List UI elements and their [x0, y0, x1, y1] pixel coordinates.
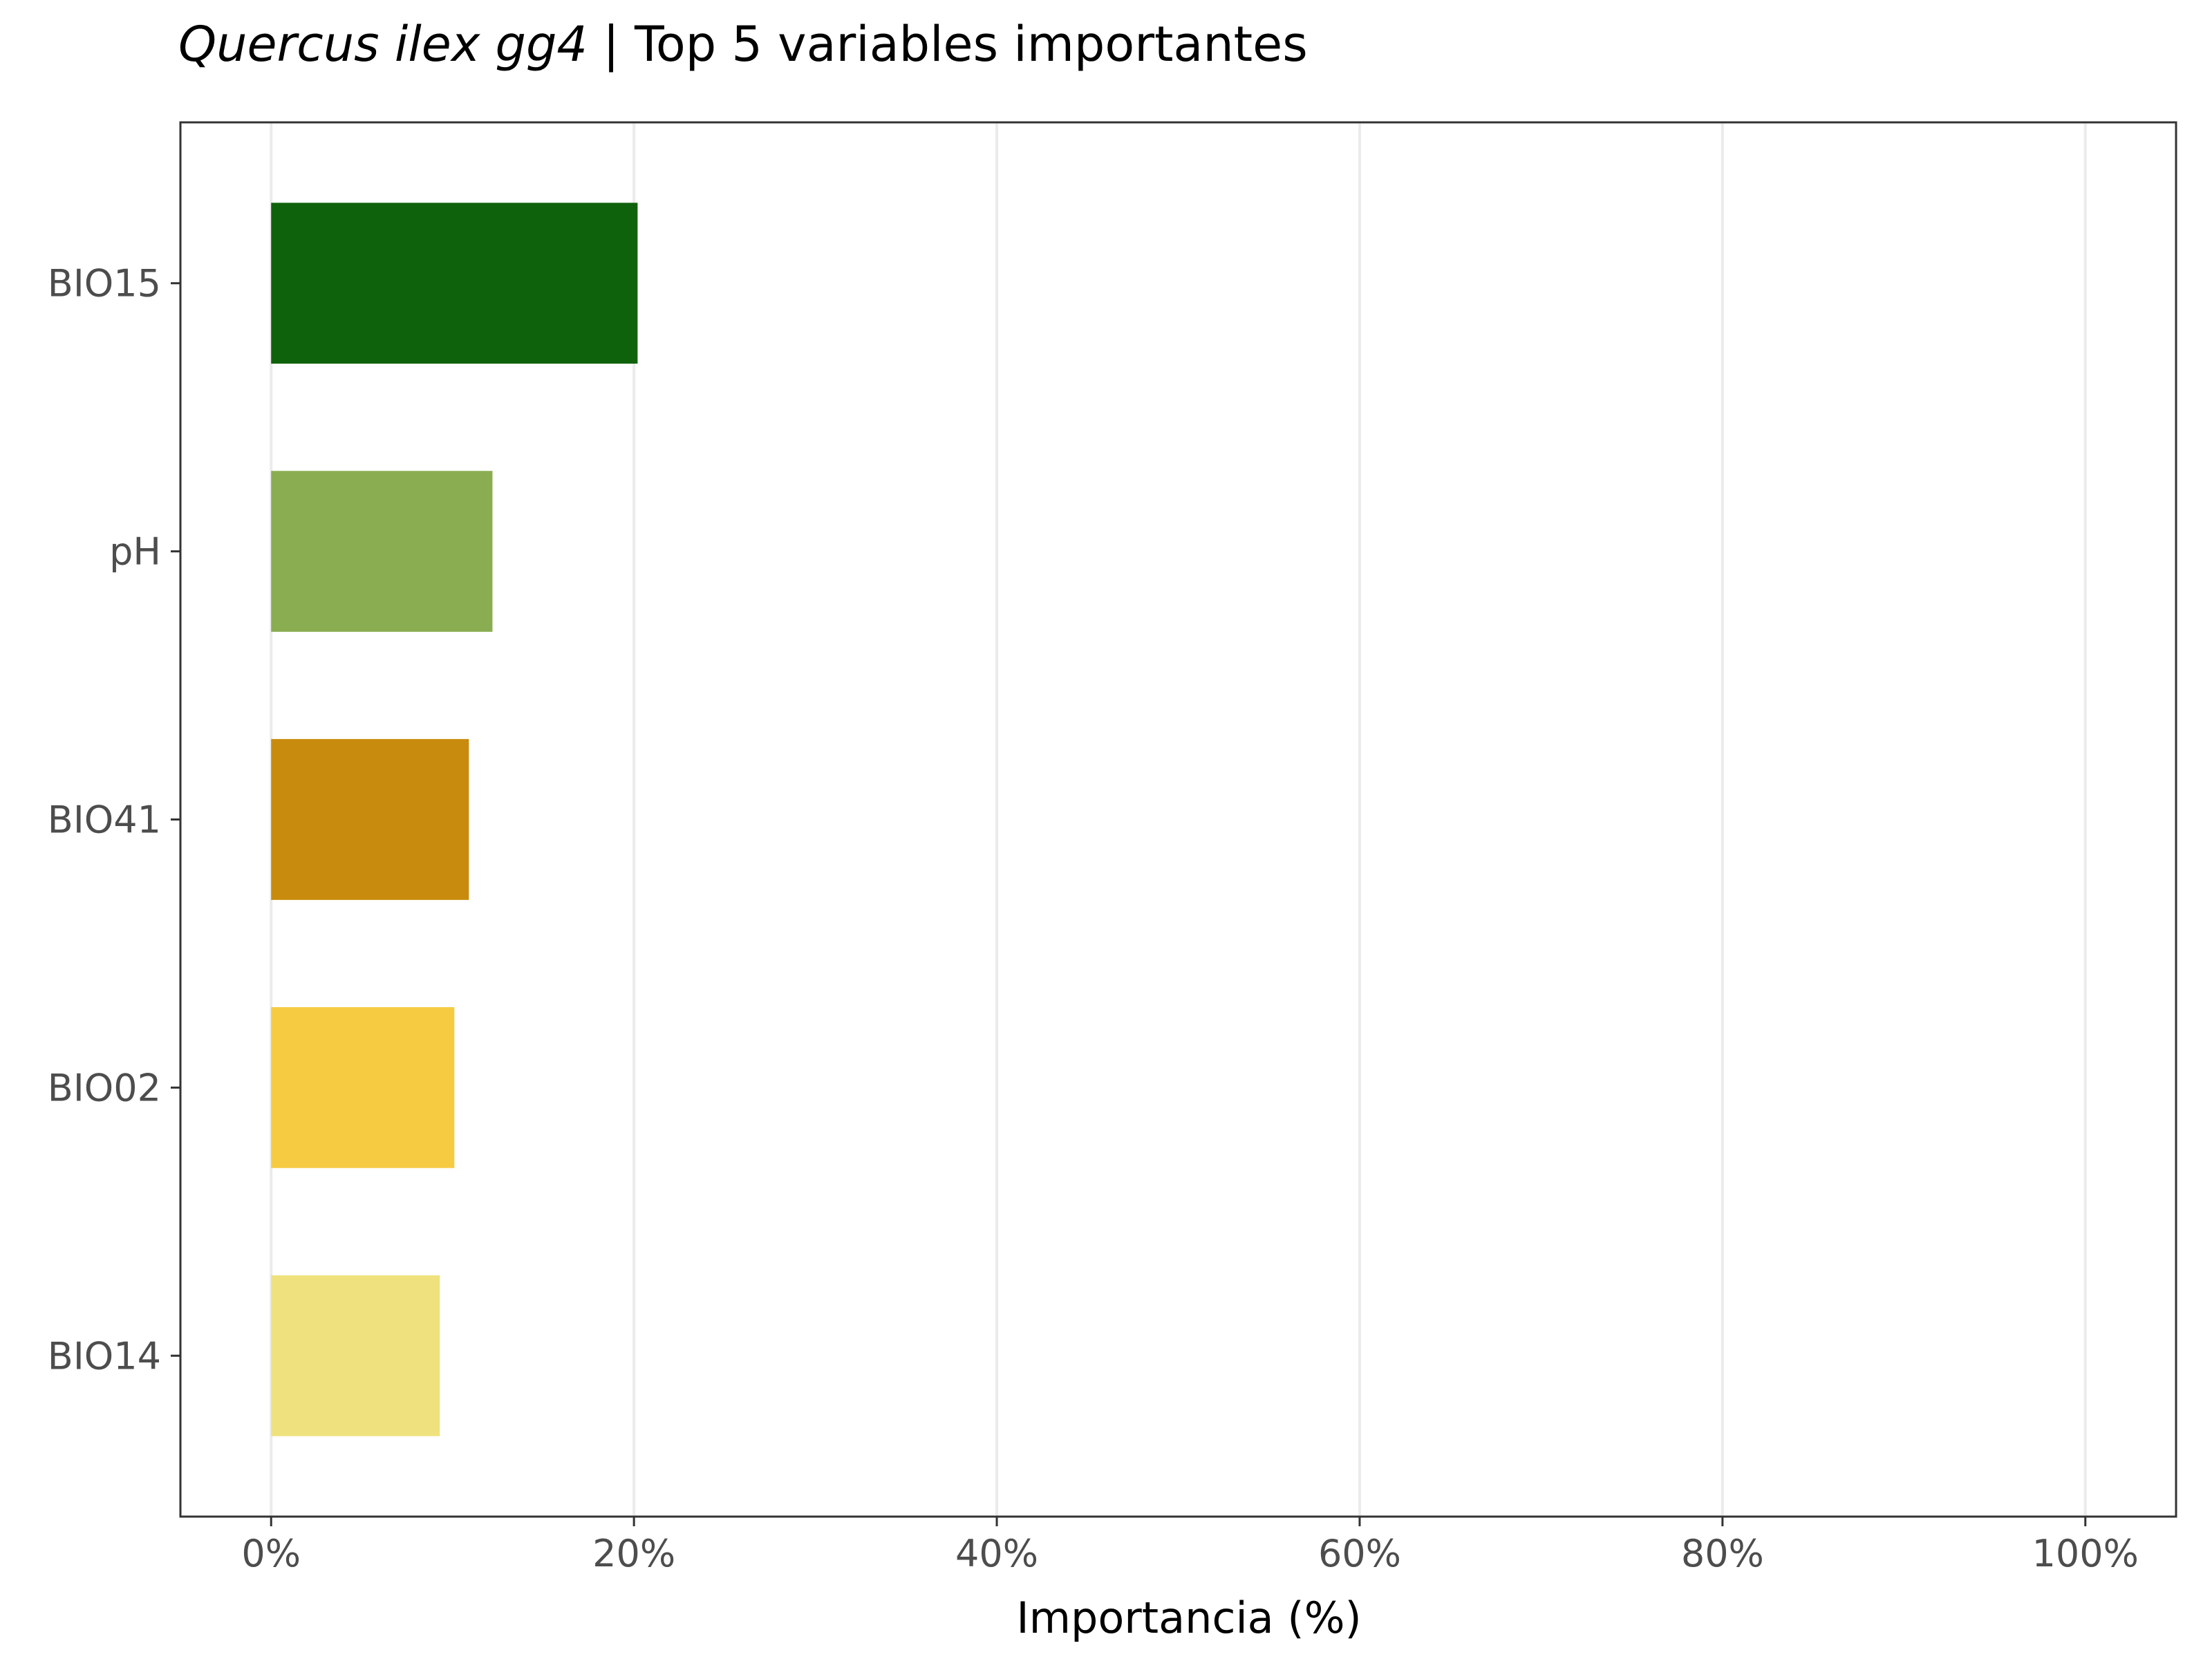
- chart-title-subtitle: | Top 5 variables importantes: [588, 16, 1308, 73]
- y-tick-label: BIO15: [48, 262, 161, 306]
- x-axis-title: Importancia (%): [1016, 1593, 1361, 1643]
- bar: [271, 739, 469, 900]
- bars: [271, 203, 638, 1436]
- y-tick-label: BIO14: [48, 1334, 161, 1378]
- chart-title: Quercus ilex gg4 | Top 5 variables impor…: [178, 16, 1308, 73]
- y-axis: BIO15 pH BIO41 BIO02 BIO14: [48, 262, 180, 1378]
- y-tick-label: BIO41: [48, 798, 161, 842]
- x-tick-label: 80%: [1681, 1532, 1764, 1575]
- chart-title-species: Quercus ilex gg4: [178, 16, 588, 73]
- x-axis: 0% 20% 40% 60% 80% 100%: [241, 1517, 2139, 1575]
- bar: [271, 1275, 440, 1436]
- x-tick-label: 40%: [955, 1532, 1038, 1575]
- y-tick-label: pH: [109, 530, 161, 574]
- bar: [271, 1007, 455, 1168]
- x-tick-label: 20%: [592, 1532, 675, 1575]
- x-tick-label: 100%: [2032, 1532, 2139, 1575]
- y-tick-label: BIO02: [48, 1066, 161, 1109]
- bar: [271, 471, 493, 632]
- x-tick-label: 0%: [241, 1532, 301, 1575]
- x-tick-label: 60%: [1318, 1532, 1401, 1575]
- bar: [271, 203, 638, 364]
